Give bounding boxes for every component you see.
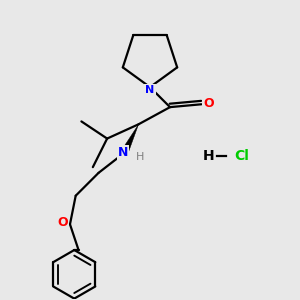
Polygon shape [121, 124, 139, 154]
Text: O: O [58, 216, 68, 230]
Text: N: N [118, 146, 128, 159]
Text: H: H [203, 149, 214, 163]
Text: O: O [203, 97, 214, 110]
Text: Cl: Cl [234, 149, 249, 163]
Text: H: H [136, 152, 144, 162]
Text: N: N [146, 85, 154, 95]
